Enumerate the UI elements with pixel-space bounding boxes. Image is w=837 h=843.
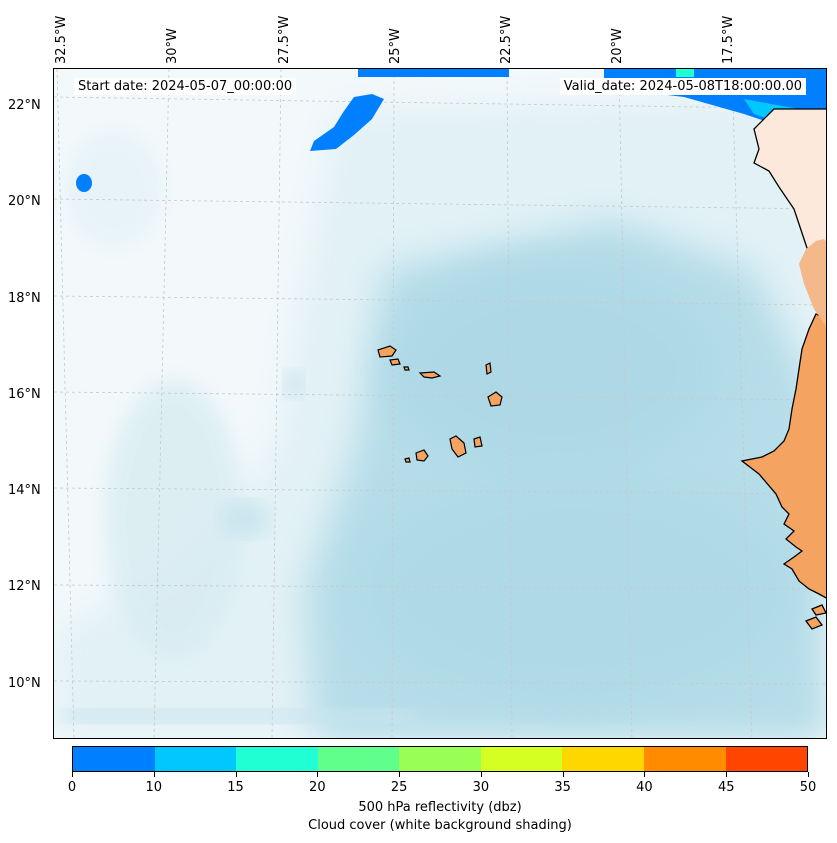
lon-label: 25°W	[388, 28, 403, 64]
colorbar-tick-label: 50	[799, 780, 817, 795]
island-santo-antao	[377, 345, 397, 358]
island-boa-vista	[487, 391, 503, 407]
start-date-label: Start date: 2024-05-07_00:00:00	[74, 78, 297, 95]
cape-verde-islands	[377, 345, 503, 463]
cloud-patch	[284, 370, 304, 398]
colorbar-label: 500 hPa reflectivity (dbz)	[358, 800, 522, 815]
cloud-cover-shading	[54, 69, 826, 738]
colorbar-tick	[562, 772, 564, 777]
lat-label: 20°N	[8, 194, 41, 209]
colorbar-segment	[562, 747, 644, 771]
lat-label: 16°N	[8, 387, 41, 402]
lat-label: 12°N	[8, 579, 41, 594]
island-sal	[485, 362, 492, 375]
lon-label: 30°W	[165, 28, 180, 64]
lon-label: 17.5°W	[721, 15, 736, 64]
colorbar-segment	[399, 747, 481, 771]
bijagos-island	[811, 604, 826, 616]
land-masses	[740, 108, 826, 630]
colorbar-segment	[725, 747, 808, 771]
lon-label: 27.5°W	[277, 15, 292, 64]
lon-label: 20°W	[610, 28, 625, 64]
island-sao-nicolau	[418, 371, 442, 379]
africa-coast-central	[799, 239, 826, 327]
colorbar-tick	[644, 772, 646, 777]
reflectivity-area	[76, 174, 92, 192]
colorbar-tick	[317, 772, 319, 777]
cloud-patch	[219, 501, 269, 537]
island-maio	[473, 436, 483, 448]
colorbar-tick-label: 40	[636, 780, 653, 795]
colorbar-tick-label: 35	[554, 780, 571, 795]
colorbar-tick-label: 30	[472, 780, 490, 795]
lon-label: 22.5°W	[499, 15, 514, 64]
colorbar	[72, 746, 808, 772]
island-sao-vicente	[389, 358, 401, 366]
colorbar-tick-label: 45	[717, 780, 735, 795]
colorbar-tick	[235, 772, 237, 777]
lon-label: 32.5°W	[54, 15, 69, 64]
reflectivity-area	[358, 69, 509, 77]
colorbar-tick	[399, 772, 401, 777]
colorbar-sublabel: Cloud cover (white background shading)	[308, 818, 572, 833]
colorbar-tick-label: 10	[145, 780, 163, 795]
cloud-patch	[104, 379, 244, 659]
colorbar-segment	[236, 747, 318, 771]
island-fogo	[415, 449, 429, 462]
colorbar-segment	[643, 747, 726, 771]
colorbar-segment	[480, 747, 563, 771]
valid-date-label: Valid_date: 2024-05-08T18:00:00.00	[559, 78, 806, 95]
reflectivity-area	[310, 94, 384, 151]
cloud-patch	[354, 469, 794, 709]
lat-label: 22°N	[8, 98, 41, 113]
colorbar-tick-label: 25	[390, 780, 408, 795]
bijagos-island	[804, 616, 824, 630]
reflectivity-area	[676, 69, 694, 77]
island-santiago	[449, 435, 467, 458]
colorbar-tick	[480, 772, 482, 777]
island-brava	[404, 457, 411, 463]
colorbar-tick-label: 20	[309, 780, 326, 795]
colorbar-tick	[153, 772, 155, 777]
map-panel: Start date: 2024-05-07_00:00:00 Valid_da…	[53, 68, 827, 739]
lat-label: 18°N	[8, 291, 41, 306]
colorbar-tick-label: 0	[67, 780, 77, 795]
colorbar-segment	[317, 747, 400, 771]
colorbar-tick	[72, 772, 73, 777]
map-canvas	[54, 69, 826, 738]
cloud-band-bottom	[64, 709, 414, 723]
lat-label: 14°N	[8, 483, 41, 498]
colorbar-tick-label: 15	[227, 780, 244, 795]
colorbar-tick	[808, 772, 809, 777]
map-gridlines	[54, 69, 826, 738]
cloud-patch	[384, 259, 724, 479]
colorbar-segment	[154, 747, 237, 771]
lat-label: 10°N	[8, 676, 41, 691]
cloud-patch	[64, 129, 164, 249]
island-santa-luzia	[403, 366, 410, 371]
africa-coast-senegal	[740, 313, 826, 599]
colorbar-tick	[726, 772, 728, 777]
colorbar-segment	[73, 747, 155, 771]
